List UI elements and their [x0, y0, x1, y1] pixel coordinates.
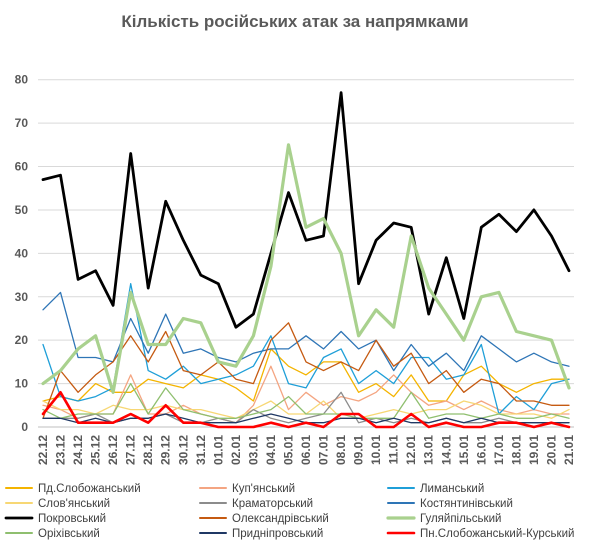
legend-label: Придніпровський	[232, 528, 323, 540]
legend-label: Оріхівський	[38, 528, 100, 540]
y-tick-label: 0	[21, 420, 28, 434]
x-tick-label: 24.12	[71, 435, 85, 465]
series-line-9	[42, 382, 570, 419]
legend-label: Олександрівський	[232, 513, 329, 525]
y-tick-label: 30	[15, 290, 29, 304]
x-tick-label: 10.01	[369, 435, 383, 465]
legend-entry: Костянтинівський	[387, 498, 513, 510]
legend-label: Покровський	[38, 513, 106, 525]
legend-label: Пн.Слобожанський-Курський	[420, 528, 574, 540]
legend-entry: Краматорський	[199, 498, 313, 510]
legend-entry: Гуляйпільський	[386, 513, 501, 525]
x-axis: 22.12 23.12 24.12 25.12 26.12 27.12 28.12 29.12…	[36, 426, 576, 465]
y-tick-label: 20	[15, 333, 29, 347]
x-tick-label: 19.01	[527, 435, 541, 465]
series-line-8	[41, 143, 571, 394]
legend-label: Краматорський	[232, 498, 313, 510]
x-tick-label: 05.01	[281, 435, 295, 465]
legend-entry: Оріхівський	[5, 528, 100, 540]
x-tick-label: 27.12	[124, 435, 138, 465]
x-tick-label: 28.12	[141, 435, 155, 465]
x-tick-label: 03.01	[246, 435, 260, 465]
x-tick-label: 23.12	[54, 435, 68, 465]
series-line-2	[42, 283, 570, 415]
legend-entry: Покровський	[4, 513, 106, 525]
x-tick-label: 13.01	[422, 435, 436, 465]
x-tick-label: 14.01	[439, 435, 453, 465]
legend-label: Слов'янський	[38, 498, 110, 510]
y-axis: 0 10 20 30 40 50 60 70 80	[15, 73, 29, 434]
legend-label: Куп'янський	[232, 483, 295, 495]
series-line-6	[41, 91, 571, 329]
y-tick-label: 50	[15, 203, 29, 217]
x-tick-label: 26.12	[106, 435, 120, 465]
series-line-1	[42, 365, 570, 424]
x-tick-label: 18.01	[509, 435, 523, 465]
x-tick-label: 22.12	[36, 435, 50, 465]
x-tick-label: 06.01	[299, 435, 313, 465]
y-tick-label: 60	[15, 160, 29, 174]
x-tick-label: 16.01	[474, 435, 488, 465]
legend-entry: Пн.Слобожанський-Курський	[386, 528, 574, 540]
legend-entry: Слов'янський	[5, 498, 110, 510]
series-lines	[41, 91, 571, 429]
x-tick-label: 15.01	[457, 435, 471, 465]
chart-title: Кількість російських атак за напрямками	[121, 12, 468, 31]
legend-entry: Олександрівський	[199, 513, 329, 525]
y-tick-label: 40	[15, 246, 29, 260]
x-tick-label: 01.01	[211, 435, 225, 465]
x-tick-label: 11.01	[387, 435, 401, 465]
x-tick-label: 31.12	[194, 435, 208, 465]
x-tick-label: 17.01	[492, 435, 506, 465]
x-tick-label: 29.12	[159, 435, 173, 465]
x-tick-label: 20.01	[544, 435, 558, 465]
legend-entry: Пд.Слобожанський	[5, 483, 141, 495]
x-tick-label: 25.12	[89, 435, 103, 465]
x-tick-label: 21.01	[562, 435, 576, 465]
y-tick-label: 80	[15, 73, 29, 87]
y-tick-label: 70	[15, 116, 29, 130]
legend-label: Костянтинівський	[420, 498, 513, 510]
x-tick-label: 09.01	[352, 435, 366, 465]
legend-label: Лиманський	[420, 483, 484, 495]
x-tick-label: 08.01	[334, 435, 348, 465]
legend: Пд.Слобожанський Куп'янський Лиманський Сло…	[4, 483, 574, 540]
x-tick-label: 30.12	[176, 435, 190, 465]
x-tick-label: 04.01	[264, 435, 278, 465]
x-tick-label: 02.01	[229, 435, 243, 465]
y-tick-label: 10	[15, 377, 29, 391]
legend-label: Гуляйпільський	[420, 513, 501, 525]
series-line-0	[42, 348, 570, 402]
series-line-7	[42, 322, 570, 419]
x-tick-label: 07.01	[317, 435, 331, 465]
legend-label: Пд.Слобожанський	[38, 483, 141, 495]
legend-entry: Лиманський	[387, 483, 484, 495]
x-tick-label: 12.01	[404, 435, 418, 465]
legend-entry: Придніпровський	[199, 528, 323, 540]
series-line-5	[42, 291, 570, 372]
legend-entry: Куп'янський	[199, 483, 295, 495]
series-line-11	[41, 390, 571, 429]
